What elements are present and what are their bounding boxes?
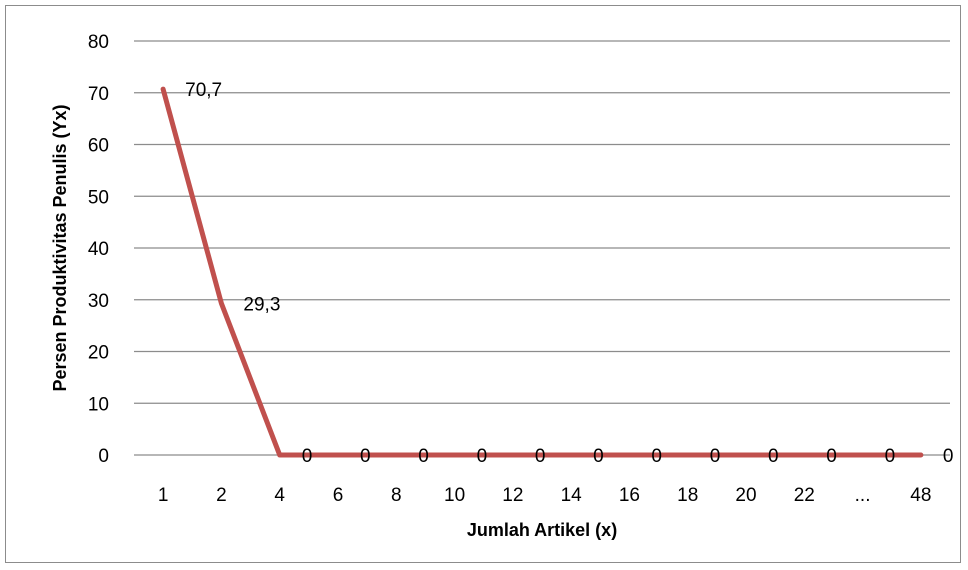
y-tick-label: 30 <box>88 291 109 312</box>
y-axis-tick-labels: 0 10 20 30 40 50 60 70 80 <box>88 32 109 467</box>
data-label: 0 <box>943 446 954 467</box>
data-label: 0 <box>651 446 662 467</box>
series-line <box>160 86 924 458</box>
x-tick-label: 18 <box>677 485 698 506</box>
y-axis-title: Persen Produktivitas Penulis (Yx) <box>50 104 70 391</box>
data-label: 0 <box>418 446 429 467</box>
y-tick-label: 10 <box>88 394 109 415</box>
x-tick-label: 4 <box>274 485 285 506</box>
data-label: 0 <box>477 446 488 467</box>
data-label: 0 <box>360 446 371 467</box>
y-tick-label: 0 <box>98 446 109 467</box>
x-tick-label: 8 <box>391 485 402 506</box>
x-tick-label: 2 <box>216 485 227 506</box>
data-label: 29,3 <box>243 294 280 315</box>
x-tick-label: 1 <box>158 485 169 506</box>
data-label: 0 <box>535 446 546 467</box>
x-tick-label: 12 <box>502 485 523 506</box>
x-tick-label: 10 <box>444 485 465 506</box>
x-axis-tick-labels: 1 2 4 6 8 10 12 14 16 18 20 22... 48 <box>158 485 932 506</box>
x-tick-label: 6 <box>333 485 344 506</box>
data-label: 0 <box>302 446 313 467</box>
y-tick-label: 70 <box>88 84 109 105</box>
x-tick-label: ... <box>855 485 871 506</box>
data-label: 0 <box>826 446 837 467</box>
x-tick-label: 22 <box>794 485 815 506</box>
y-tick-label: 20 <box>88 343 109 364</box>
data-label: 0 <box>768 446 779 467</box>
x-tick-label: 48 <box>910 485 931 506</box>
y-tick-label: 40 <box>88 239 109 260</box>
y-tick-label: 80 <box>88 32 109 53</box>
x-axis-title: Jumlah Artikel (x) <box>467 520 617 540</box>
data-label: 0 <box>593 446 604 467</box>
x-tick-label: 14 <box>561 485 583 506</box>
data-labels: 70,7 29,3 0 0 0 0 0 0 0 0 0 0 0 0 <box>185 80 953 467</box>
data-label: 0 <box>885 446 896 467</box>
y-tick-label: 60 <box>88 136 109 157</box>
series <box>160 86 924 458</box>
x-tick-label: 16 <box>619 485 640 506</box>
data-label: 0 <box>710 446 721 467</box>
x-tick-label: 20 <box>735 485 756 506</box>
y-tick-label: 50 <box>88 187 109 208</box>
data-label: 70,7 <box>185 80 222 101</box>
